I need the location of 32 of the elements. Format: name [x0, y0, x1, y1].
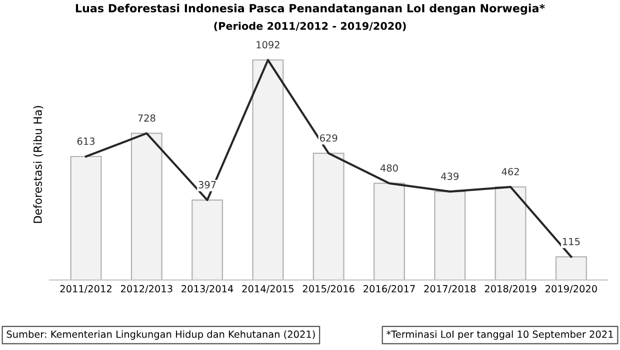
x-tick-label: 2015/2016	[302, 285, 354, 294]
bar	[252, 59, 284, 280]
data-label: 397	[198, 181, 216, 188]
data-label: 439	[441, 172, 458, 180]
data-label: 629	[320, 134, 338, 142]
text: *Terminasi LoI per tanggal 10 September 2021	[386, 330, 613, 340]
data-label: 613	[77, 138, 94, 145]
bar	[130, 132, 162, 280]
data-label: 115	[563, 238, 580, 246]
x-tick-label: 2013/2014	[182, 285, 234, 294]
x-tick-label: 2016/2017	[364, 285, 415, 294]
bar	[374, 182, 405, 280]
chart-subtitle: (Periode 2011/2012 - 2019/2020)	[214, 22, 406, 32]
bar	[494, 186, 526, 280]
text: Sumber: Kementerian Lingkungan Hidup dan Kehutanan (2021)	[6, 330, 315, 340]
bar	[70, 156, 102, 280]
chart-title: Luas Deforestasi Indonesia Pasca Penandatanganan LoI dengan Norwegia*	[76, 4, 545, 15]
data-label: 1092	[256, 41, 280, 48]
x-tick-label: 2017/2018	[424, 285, 476, 294]
bar	[434, 191, 466, 280]
x-tick-label: 2011/2012	[60, 285, 112, 294]
bar	[312, 152, 344, 280]
x-tick-label: 2018/2019	[484, 285, 536, 294]
x-tick-label: 2012/2013	[120, 285, 172, 294]
x-tick-label: 2014/2015	[242, 285, 294, 294]
data-label: 728	[138, 114, 156, 122]
bar	[555, 256, 587, 280]
data-label: 462	[502, 168, 519, 176]
y-axis-title: Deforestasi (Ribu Ha)	[33, 106, 44, 223]
bar	[192, 199, 224, 280]
data-label: 480	[380, 164, 398, 172]
x-tick-label: 2019/2020	[546, 285, 597, 294]
